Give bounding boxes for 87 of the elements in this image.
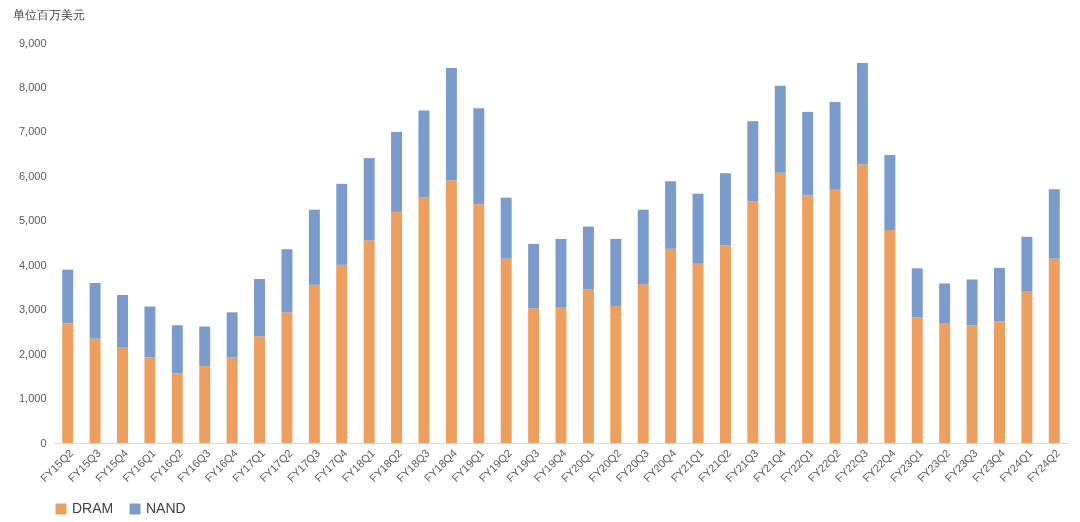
y-tick-label: 9,000: [18, 36, 47, 49]
bar: [473, 108, 485, 205]
y-tick-label: 3,000: [18, 303, 47, 316]
bar: [117, 347, 128, 443]
bar: [856, 63, 868, 165]
y-tick-label: 0: [40, 436, 47, 449]
bar: [637, 209, 649, 285]
bar: [719, 173, 731, 246]
bar: [254, 279, 266, 337]
bar: [363, 240, 375, 443]
y-tick-label: 8,000: [18, 80, 47, 93]
legend-label: DRAM: [72, 500, 114, 516]
bar: [199, 326, 211, 367]
bar: [473, 204, 485, 443]
y-tick-label: 2,000: [18, 347, 47, 360]
bar: [226, 357, 238, 443]
y-tick-label: 6,000: [18, 169, 47, 182]
bar: [500, 197, 512, 259]
bar: [692, 263, 704, 443]
bar: [199, 366, 211, 443]
bar: [336, 183, 348, 265]
bar: [939, 283, 951, 323]
bar: [281, 249, 293, 313]
bar: [911, 268, 923, 318]
bar: [994, 267, 1005, 322]
bar: [1021, 291, 1033, 443]
bar: [802, 111, 814, 196]
bar: [281, 312, 293, 443]
bar: [308, 209, 320, 285]
bar: [829, 189, 841, 443]
bar: [391, 211, 403, 443]
y-tick-label: 4,000: [18, 258, 47, 271]
bar: [418, 197, 430, 443]
y-axis-title: 单位百万美元: [12, 7, 85, 22]
bar: [637, 284, 649, 443]
bar: [774, 85, 786, 173]
bar: [528, 243, 540, 309]
bar: [445, 180, 457, 443]
bar: [939, 323, 951, 443]
bar: [89, 283, 101, 339]
bar: [994, 321, 1005, 443]
bar: [1048, 189, 1060, 259]
bar: [89, 338, 101, 443]
bar: [829, 102, 841, 190]
y-tick-label: 5,000: [18, 214, 47, 227]
bar: [254, 336, 266, 443]
bar: [144, 357, 156, 443]
bar: [1021, 236, 1033, 291]
bar: [966, 325, 978, 443]
bar: [555, 239, 567, 307]
bar: [719, 245, 731, 443]
bar: [911, 317, 923, 443]
bar: [308, 284, 320, 443]
bar: [144, 306, 156, 358]
bar: [856, 164, 868, 443]
bar: [966, 279, 978, 326]
bar: [610, 306, 622, 443]
bar: [747, 201, 759, 443]
bar: [1048, 258, 1060, 443]
bar: [62, 323, 74, 443]
bar: [391, 131, 403, 212]
bar: [62, 269, 74, 324]
bar: [171, 373, 183, 443]
bar: [336, 264, 348, 443]
bar: [500, 258, 512, 443]
bar: [665, 248, 677, 443]
bar: [884, 230, 896, 443]
bar: [363, 158, 375, 241]
y-tick-label: 1,000: [18, 392, 47, 405]
bar: [226, 312, 238, 358]
y-tick-label: 7,000: [18, 125, 47, 138]
bar: [582, 226, 594, 290]
bar: [171, 325, 183, 374]
bar: [610, 239, 622, 307]
bar: [747, 121, 759, 202]
bar: [555, 307, 567, 443]
bar: [582, 289, 594, 443]
bar: [528, 308, 540, 443]
bar: [445, 67, 457, 181]
bar: [418, 110, 430, 198]
legend-label: NAND: [146, 500, 186, 516]
bar: [802, 195, 814, 443]
bar: [665, 181, 677, 249]
bar: [117, 295, 128, 347]
bar: [774, 172, 786, 443]
bar: [884, 155, 896, 231]
bar: [692, 193, 704, 263]
